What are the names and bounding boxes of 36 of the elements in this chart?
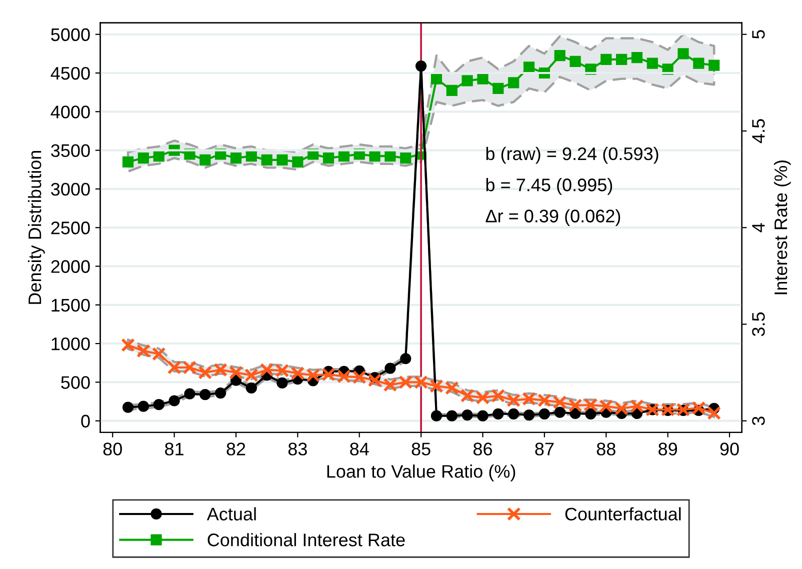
x-axis-title: Loan to Value Ratio (%) xyxy=(327,464,516,482)
x-tick-label: 85 xyxy=(412,442,430,456)
y-tick-label: 3500 xyxy=(51,144,90,158)
x-tick-label: 89 xyxy=(658,442,678,456)
y-tick-label: 2000 xyxy=(51,260,90,273)
y-tick-label: 2500 xyxy=(51,222,90,234)
y2-tick-label: 4 xyxy=(752,223,765,232)
legend-label: Actual xyxy=(206,507,256,520)
x-tick-label: 84 xyxy=(350,442,369,456)
y2-tick-label: 3 xyxy=(752,416,765,426)
y-tick-label: 0 xyxy=(81,414,90,428)
y2-tick-label: 3.5 xyxy=(752,312,765,336)
y-tick-label: 4500 xyxy=(50,66,90,80)
y-tick-label: 500 xyxy=(61,376,90,389)
x-tick-label: 83 xyxy=(288,442,307,456)
y-axis-title: Density Distribution xyxy=(28,151,45,304)
y-tick-label: 3000 xyxy=(51,182,90,196)
annotation: b = 7.45 (0.995) xyxy=(486,178,612,195)
x-tick-label: 82 xyxy=(226,442,246,456)
legend-label: Conditional Interest Rate xyxy=(208,533,405,546)
y2-tick-label: 5 xyxy=(752,30,765,39)
x-tick-label: 81 xyxy=(165,442,184,456)
legend-label: Counterfactual xyxy=(565,507,681,520)
x-tick-label: 90 xyxy=(720,442,739,456)
y-tick-label: 5000 xyxy=(51,28,90,42)
annotation: Δr = 0.39 (0.062) xyxy=(486,209,620,226)
x-tick-label: 87 xyxy=(535,442,554,456)
y-tick-label: 1000 xyxy=(52,337,90,350)
x-tick-label: 88 xyxy=(596,442,616,456)
annotation: b (raw) = 9.24 (0.593) xyxy=(486,146,658,164)
x-tick-label: 80 xyxy=(103,442,122,456)
y2-axis-title: Interest Rate (%) xyxy=(774,160,791,294)
y2-tick-label: 4.5 xyxy=(752,119,765,144)
y-tick-label: 1500 xyxy=(52,298,90,312)
y-tick-label: 4000 xyxy=(50,106,90,118)
x-tick-label: 86 xyxy=(473,442,492,456)
